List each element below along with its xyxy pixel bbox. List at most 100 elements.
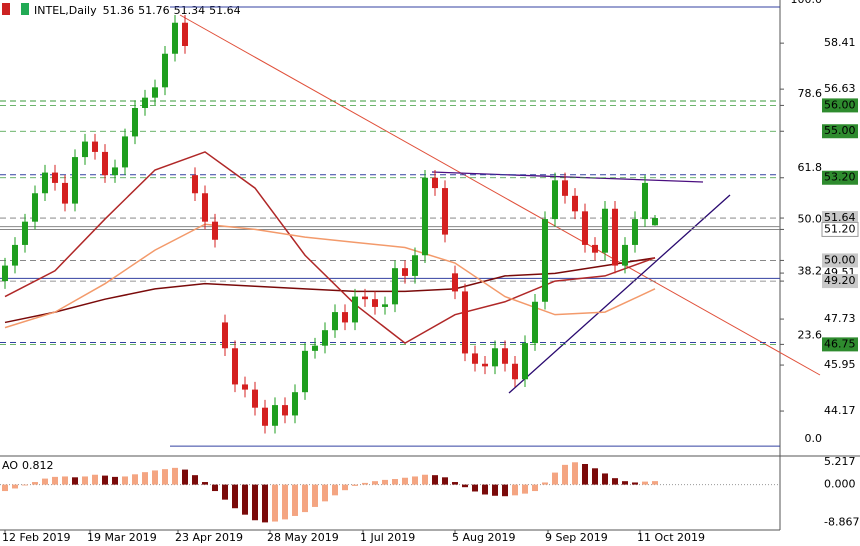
ao-bar	[542, 482, 548, 485]
candle-body	[62, 182, 68, 204]
trend-line	[508, 194, 731, 394]
moving-average	[4, 223, 656, 329]
candle-body	[72, 157, 78, 204]
candle-body	[552, 180, 558, 220]
y-tick-label: 55.00	[824, 124, 856, 137]
y-tick-label: 56.00	[824, 98, 856, 111]
candle-body	[162, 53, 168, 88]
ao-bar	[562, 464, 568, 485]
candle-body	[172, 22, 178, 54]
ao-bar	[472, 484, 478, 492]
candle-body	[292, 392, 298, 416]
ao-bar	[332, 484, 338, 496]
candle-body	[562, 180, 568, 196]
ao-bar	[482, 484, 488, 495]
candle-body	[652, 218, 658, 226]
candle-body	[282, 405, 288, 416]
ao-bar	[462, 484, 468, 488]
ao-bar	[572, 462, 578, 485]
ao-bar	[382, 479, 388, 485]
candle-body	[272, 405, 278, 426]
y-tick-label: 56.63	[824, 82, 856, 95]
candle-body	[392, 268, 398, 305]
candle-body	[42, 172, 48, 194]
ao-bar	[352, 484, 358, 486]
ao-bar	[232, 484, 238, 509]
candle-body	[202, 193, 208, 222]
ao-tick-label: 0.000	[824, 478, 856, 491]
y-tick-label: 46.75	[824, 337, 856, 350]
low: 51.34	[174, 4, 206, 17]
price-box	[822, 98, 858, 113]
ao-bar	[102, 475, 108, 485]
candle-body	[602, 208, 608, 253]
ao-bar	[72, 477, 78, 485]
ao-bar	[32, 482, 38, 485]
ao-bar	[42, 478, 48, 485]
ao-bar	[2, 484, 8, 492]
candle-body	[352, 296, 358, 323]
ao-tick-label: -8.867	[824, 516, 859, 529]
ao-header: AO 0.812	[2, 459, 54, 472]
ao-bar	[612, 478, 618, 485]
candle-body	[422, 177, 428, 256]
ao-bar	[592, 468, 598, 485]
candle-body	[242, 384, 248, 390]
ao-bar	[172, 467, 178, 485]
x-tick-label: 11 Oct 2019	[637, 531, 705, 544]
ao-bar	[372, 481, 378, 485]
candle-body	[212, 221, 218, 240]
ao-bar	[522, 484, 528, 494]
candle-body	[152, 87, 158, 98]
ao-bar	[392, 479, 398, 485]
ao-bar	[342, 484, 348, 491]
fib-label: 23.6	[798, 329, 823, 342]
ao-bar	[112, 476, 118, 485]
fib-label: 38.2	[798, 264, 823, 277]
ao-bar	[242, 484, 248, 515]
ao-bar	[302, 484, 308, 513]
candle-body	[572, 195, 578, 212]
ao-bar	[402, 477, 408, 485]
ao-bar	[202, 482, 208, 485]
fib-label: 78.6	[798, 87, 823, 100]
candle-body	[612, 208, 618, 266]
candle-body	[122, 136, 128, 168]
candle-body	[522, 343, 528, 380]
price-box	[822, 211, 858, 226]
ao-bar	[142, 472, 148, 485]
candle-body	[22, 221, 28, 245]
ao-bar	[622, 481, 628, 485]
ao-bar	[152, 470, 158, 485]
candle-body	[12, 244, 18, 266]
ao-bar	[22, 484, 28, 486]
ao-bar	[442, 477, 448, 485]
ao-bar	[502, 484, 508, 497]
ao-bar	[512, 484, 518, 496]
trend-line	[179, 14, 821, 376]
y-tick-label: 47.73	[824, 312, 856, 325]
x-tick-label: 9 Sep 2019	[545, 531, 608, 544]
x-tick-label: 28 May 2019	[267, 531, 339, 544]
candle-body	[262, 407, 268, 426]
ao-bar	[532, 484, 538, 492]
candle-body	[462, 291, 468, 354]
icon	[2, 3, 10, 15]
candle-body	[492, 348, 498, 367]
candle-body	[192, 175, 198, 194]
symbol: INTEL,Daily	[34, 4, 97, 17]
candle-body	[342, 312, 348, 323]
candle-body	[102, 151, 108, 176]
candle-body	[252, 389, 258, 408]
candle-body	[232, 348, 238, 385]
ao-bar	[282, 484, 288, 520]
y-tick-label: 51.64	[824, 211, 856, 224]
y-tick-label: 51.20	[824, 222, 856, 235]
candle-body	[642, 182, 648, 220]
ao-bar	[62, 476, 68, 485]
candle-body	[222, 322, 228, 349]
ao-bar	[182, 469, 188, 485]
ao-bar	[602, 473, 608, 485]
